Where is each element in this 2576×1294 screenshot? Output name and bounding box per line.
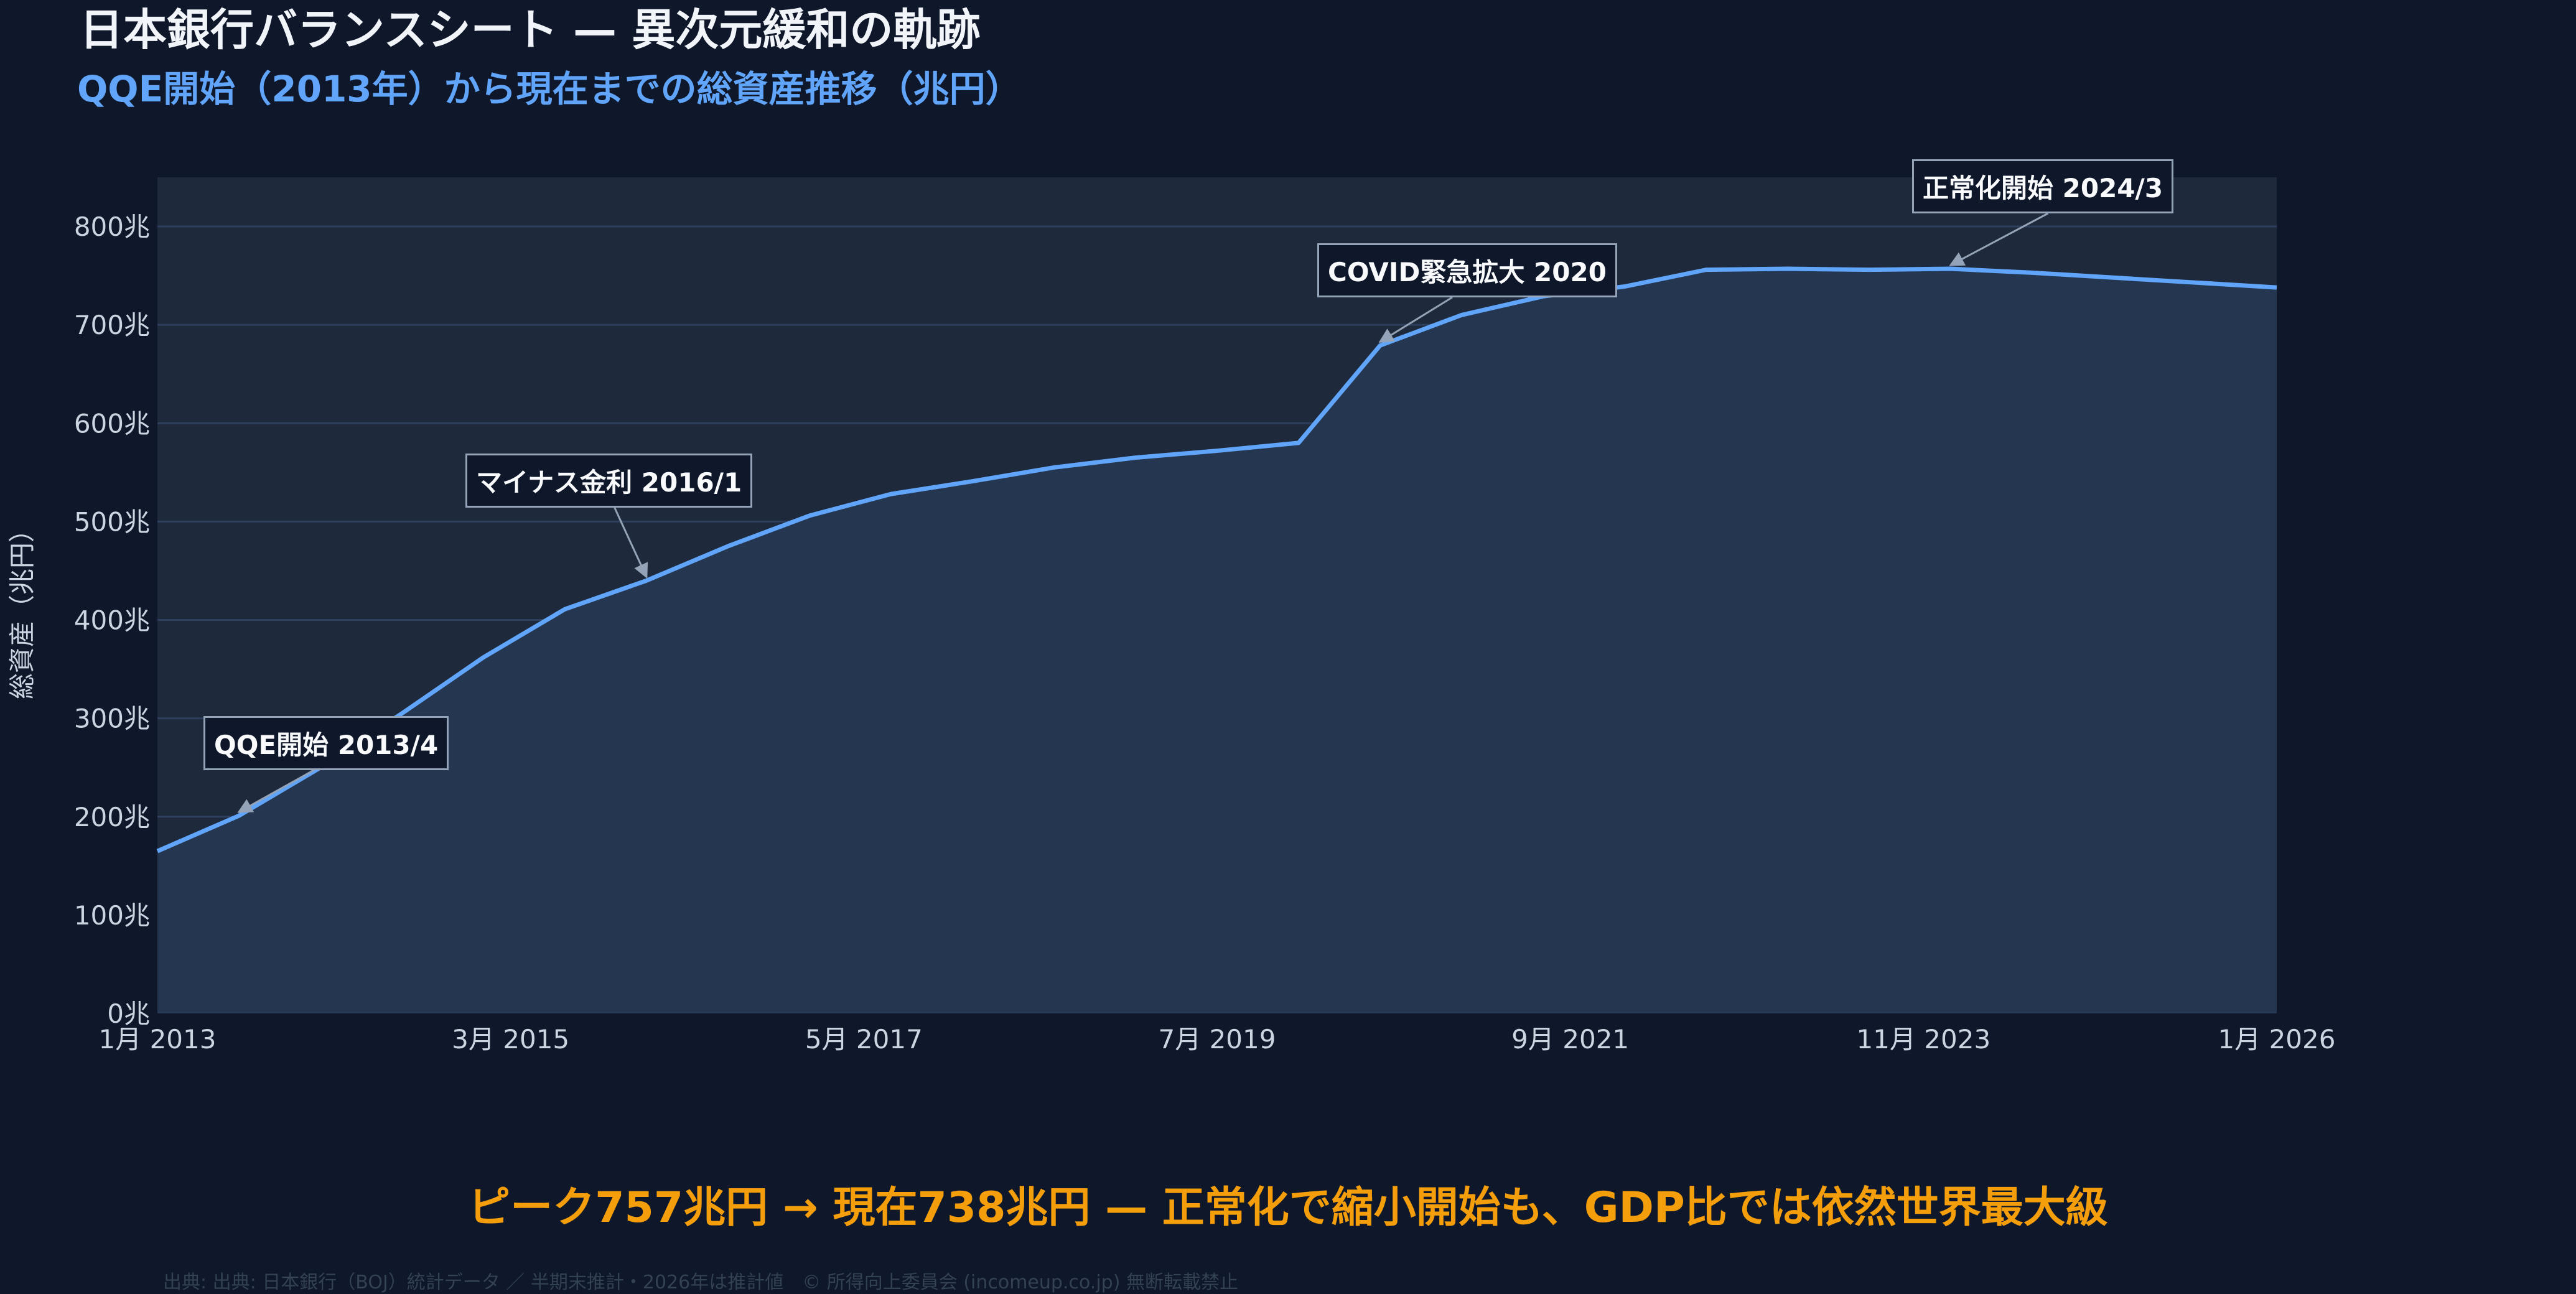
x-tick-label: 5月 2017	[805, 1024, 923, 1054]
y-tick-label: 600兆	[74, 408, 150, 439]
annotation-arrow	[1949, 212, 2049, 266]
y-tick-label: 500兆	[74, 506, 150, 537]
y-tick-label: 700兆	[74, 310, 150, 340]
annotation-label: 正常化開始 2024/3	[1912, 159, 2174, 213]
annotation-label: COVID緊急拡大 2020	[1317, 243, 1617, 297]
y-tick-label: 400兆	[74, 605, 150, 636]
x-tick-label: 1月 2013	[99, 1024, 217, 1054]
annotation-label: QQE開始 2013/4	[203, 716, 449, 770]
y-tick-label: 300兆	[74, 704, 150, 734]
annotation-arrow	[1378, 296, 1453, 343]
page-subtitle: QQE開始（2013年）から現在までの総資産推移（兆円）	[77, 68, 1022, 110]
y-tick-label: 800兆	[74, 212, 150, 242]
area-fill	[157, 269, 2277, 1013]
x-tick-label: 3月 2015	[452, 1024, 569, 1054]
x-tick-label: 9月 2021	[1511, 1024, 1629, 1054]
series-line	[156, 266, 2277, 854]
page-title: 日本銀行バランスシート — 異次元緩和の軌跡	[80, 4, 981, 55]
footer-source: 出典: 出典: 日本銀行（BOJ）統計データ ／ 半期末推計・2026年は推計値…	[163, 1272, 1238, 1293]
annotation-label: マイナス金利 2016/1	[465, 454, 753, 508]
y-tick-label: 200兆	[74, 802, 150, 832]
y-tick-label: 0兆	[107, 998, 150, 1029]
x-tick-label: 11月 2023	[1856, 1024, 1990, 1054]
annotation-arrow	[614, 507, 648, 579]
x-tick-label: 1月 2026	[2218, 1024, 2336, 1054]
y-tick-label: 100兆	[74, 900, 150, 931]
x-tick-label: 7月 2019	[1159, 1024, 1276, 1054]
headline: ピーク757兆円 → 現在738兆円 — 正常化で縮小開始も、GDP比では依然世…	[468, 1183, 2108, 1232]
annotation-arrow	[237, 769, 315, 813]
y-axis-label: 総資産（兆円）	[7, 516, 37, 699]
